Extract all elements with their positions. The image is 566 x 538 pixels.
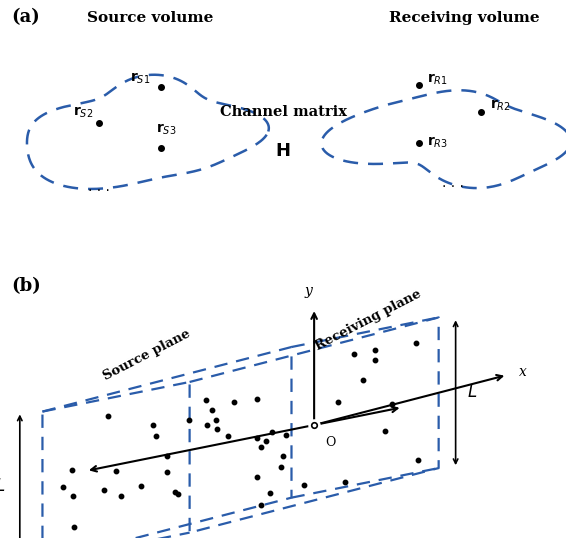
Text: $\mathbf{H}$: $\mathbf{H}$	[275, 142, 291, 160]
Text: $\mathbf{r}_{S2}$: $\mathbf{r}_{S2}$	[73, 104, 93, 119]
Text: $L$: $L$	[467, 384, 477, 401]
Text: Channel matrix: Channel matrix	[220, 105, 346, 119]
Text: Receiving plane: Receiving plane	[312, 287, 423, 352]
Text: x: x	[518, 365, 526, 379]
Text: $\mathbf{r}_{R1}$: $\mathbf{r}_{R1}$	[427, 71, 448, 87]
Text: Receiving volume: Receiving volume	[389, 11, 539, 25]
Text: y: y	[305, 284, 312, 298]
Text: Source volume: Source volume	[87, 11, 213, 25]
Text: $\mathbf{r}_{R3}$: $\mathbf{r}_{R3}$	[427, 135, 448, 151]
Text: . . .: . . .	[88, 180, 110, 194]
Text: O: O	[325, 436, 336, 449]
Text: . . .: . . .	[442, 176, 464, 190]
Text: $L$: $L$	[0, 478, 6, 495]
Text: Source plane: Source plane	[101, 327, 193, 383]
Text: $\mathbf{r}_{S1}$: $\mathbf{r}_{S1}$	[130, 70, 150, 86]
Text: (b): (b)	[11, 277, 41, 295]
Text: $\mathbf{r}_{S3}$: $\mathbf{r}_{S3}$	[156, 122, 176, 137]
Text: $\mathbf{r}_{R2}$: $\mathbf{r}_{R2}$	[490, 98, 511, 114]
Text: (a): (a)	[11, 9, 40, 26]
